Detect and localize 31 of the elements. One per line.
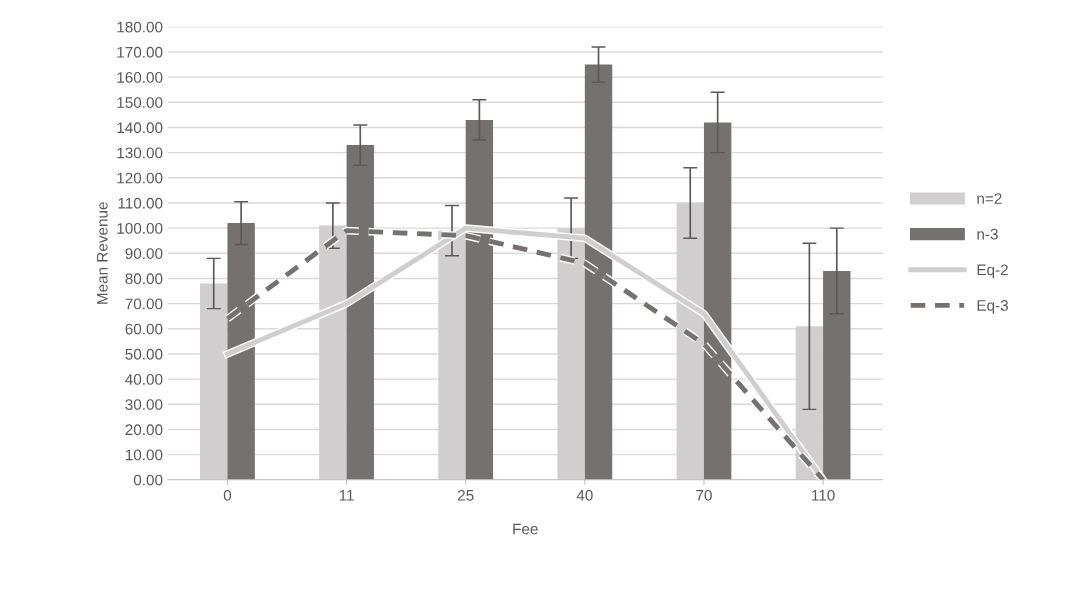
legend-label: Eq-3 (977, 300, 1008, 314)
x-tick-label: 25 (457, 489, 474, 501)
legend-label: n-3 (977, 228, 998, 240)
y-tick-label: 160.00 (117, 72, 163, 83)
y-tick-label: 70.00 (125, 298, 163, 310)
y-tick-label: 10.00 (125, 449, 163, 461)
y-tick-label: 20.00 (125, 424, 163, 436)
y-tick-label: 130.00 (117, 147, 163, 159)
y-tick-label: 150.00 (117, 97, 163, 108)
y-axis-title: Mean Revenue (97, 202, 108, 304)
y-tick-label: 170.00 (117, 46, 163, 58)
x-tick-label: 0 (223, 489, 232, 501)
y-tick-label: 60.00 (125, 323, 163, 335)
y-tick-label: 40.00 (125, 373, 163, 385)
x-tick-label: 40 (576, 489, 593, 501)
y-tick-label: 90.00 (125, 248, 163, 259)
legend-label: n=2 (977, 193, 1002, 204)
x-tick-label: 110 (812, 489, 835, 501)
y-tick-label: 0.00 (133, 474, 163, 486)
x-tick-label: 11 (339, 490, 354, 501)
y-tick-label: 110.00 (118, 197, 163, 209)
legend-label: Eq-2 (977, 264, 1008, 279)
x-axis-title: Fee (513, 523, 538, 535)
y-tick-label: 80.00 (125, 273, 163, 285)
y-tick-label: 140.00 (117, 122, 163, 134)
y-tick-label: 100.00 (117, 223, 163, 234)
y-tick-label: 30.00 (125, 399, 163, 410)
x-tick-label: 70 (696, 489, 712, 501)
y-tick-label: 180.00 (117, 21, 163, 33)
y-tick-label: 120.00 (117, 172, 163, 184)
y-tick-label: 50.00 (125, 348, 163, 360)
